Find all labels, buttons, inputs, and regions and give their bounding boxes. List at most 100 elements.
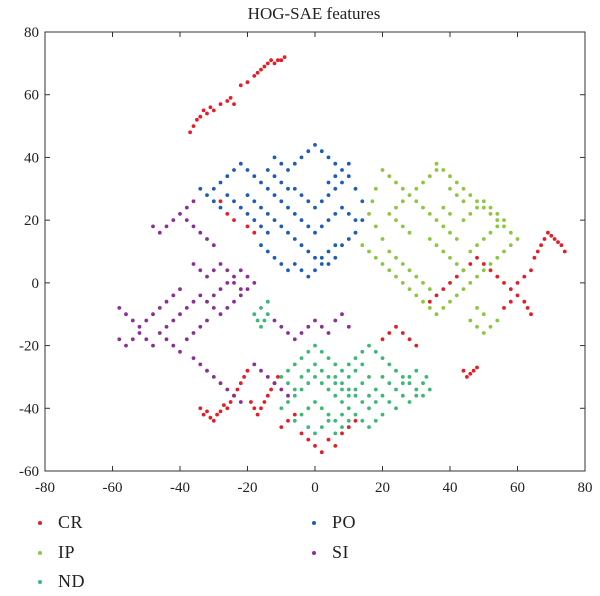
point-ip (427, 174, 432, 179)
point-si (178, 212, 182, 216)
point-po (353, 218, 358, 223)
point-ip (400, 199, 405, 204)
point-ip (407, 268, 412, 273)
point-cr (468, 262, 473, 266)
point-ip (468, 193, 473, 198)
point-nd (340, 368, 344, 373)
point-po (306, 199, 311, 204)
point-ip (488, 324, 493, 329)
point-nd (346, 362, 351, 367)
point-si (232, 274, 236, 279)
point-nd (319, 406, 324, 411)
point-cr (215, 412, 220, 417)
point-cr (441, 287, 446, 291)
point-po (353, 230, 358, 235)
point-cr (205, 111, 209, 116)
point-nd (414, 393, 419, 398)
point-si (198, 362, 203, 367)
point-ip (481, 205, 486, 210)
point-ip (448, 299, 452, 304)
point-si (191, 262, 196, 266)
point-cr (434, 293, 439, 298)
point-ip (380, 168, 385, 172)
point-ip (468, 281, 473, 285)
point-cr (265, 61, 270, 66)
point-ip (502, 224, 506, 229)
point-po (333, 255, 338, 260)
point-ip (421, 180, 425, 185)
point-ip (488, 230, 493, 235)
point-ip (434, 161, 439, 166)
point-nd (313, 343, 317, 348)
point-po (326, 193, 331, 198)
point-po (292, 161, 297, 166)
x-tick-label: 60 (510, 480, 525, 496)
point-si (178, 312, 182, 317)
point-ip (488, 212, 493, 216)
point-ip (421, 205, 425, 210)
point-po (333, 212, 338, 216)
point-po (319, 262, 324, 266)
point-po (265, 249, 270, 254)
point-ip (495, 212, 500, 216)
point-ip (481, 237, 486, 241)
point-nd (421, 393, 425, 398)
point-si (178, 287, 182, 291)
point-cr (276, 58, 280, 63)
point-cr (191, 124, 196, 128)
point-po (252, 199, 257, 204)
point-si (313, 318, 317, 323)
point-ip (407, 230, 412, 235)
point-si (279, 387, 284, 392)
point-ip (454, 293, 459, 298)
point-si (198, 293, 203, 298)
point-nd (333, 381, 338, 386)
x-tick-label: -20 (238, 480, 258, 496)
point-ip (441, 168, 446, 172)
point-ip (400, 281, 405, 285)
point-cr (454, 274, 459, 279)
y-tick-label: 80 (24, 25, 39, 41)
point-po (360, 199, 365, 204)
point-po (265, 186, 270, 191)
point-ip (468, 212, 473, 216)
point-po (265, 168, 270, 172)
point-nd (292, 387, 297, 392)
point-si (211, 306, 216, 310)
point-si (245, 287, 250, 291)
point-cr (228, 400, 233, 404)
point-cr (471, 368, 476, 373)
point-cr (222, 403, 226, 407)
point-po (333, 186, 338, 191)
point-nd (326, 418, 331, 423)
x-tick-label: 20 (375, 480, 390, 496)
point-cr (562, 249, 567, 254)
point-po (340, 243, 344, 248)
point-nd (367, 343, 371, 348)
point-si (157, 306, 162, 310)
point-cr (225, 99, 230, 103)
point-cr (255, 70, 260, 75)
point-nd (265, 299, 270, 304)
point-cr (238, 381, 243, 386)
y-tick-label: 0 (32, 276, 40, 292)
point-cr (326, 437, 331, 442)
point-cr (508, 299, 513, 304)
point-po (313, 230, 317, 235)
point-nd (380, 356, 385, 360)
point-cr (542, 237, 547, 241)
point-po (245, 212, 250, 216)
point-ip (400, 186, 405, 191)
point-ip (488, 205, 493, 210)
point-nd (326, 387, 331, 392)
point-cr (282, 55, 287, 59)
point-ip (488, 262, 493, 266)
point-ip (461, 199, 466, 204)
point-ip (454, 262, 459, 266)
point-po (286, 205, 290, 210)
point-cr (353, 418, 358, 423)
point-ip (387, 174, 392, 179)
point-cr (188, 130, 193, 135)
point-cr (522, 299, 527, 304)
